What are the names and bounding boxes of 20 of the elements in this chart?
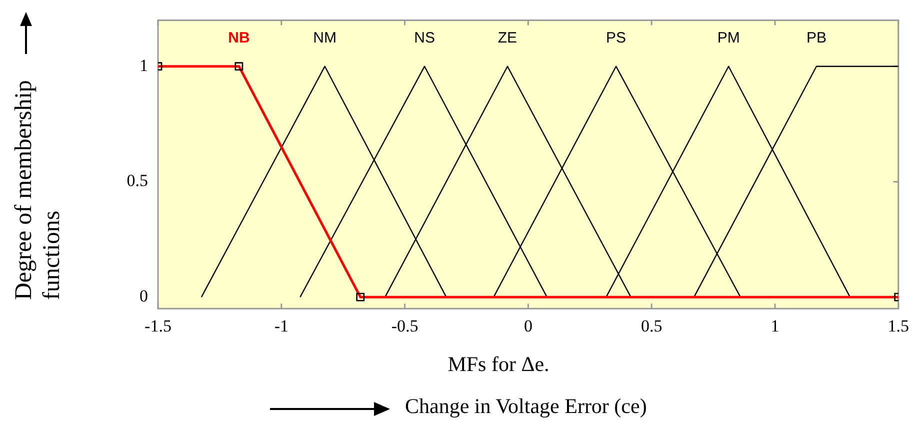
- text: Change in Voltage Error (ce): [405, 394, 647, 419]
- series-label: PM: [717, 29, 740, 46]
- x-tick-label: -1: [274, 316, 288, 336]
- x-tick-label: 1: [770, 316, 780, 336]
- x-tick-label: -1.5: [144, 316, 172, 336]
- y-tick-label: 0.5: [126, 171, 148, 190]
- x-axis-title: MFs for Δe.: [446, 352, 550, 377]
- x-tick-label: 0: [524, 316, 532, 336]
- series-label: NS: [414, 29, 435, 46]
- series-label: PB: [806, 29, 826, 46]
- series-label: PS: [606, 29, 626, 46]
- y-axis-title: Degree of membership functions: [10, 79, 66, 300]
- series-label: NM: [313, 29, 336, 46]
- x-tick-label: 0.5: [640, 316, 662, 336]
- x-tick-label: 1.5: [888, 316, 909, 336]
- series-label: NB: [228, 29, 250, 46]
- y-tick-label: 1: [140, 56, 148, 75]
- series-label: ZE: [498, 29, 518, 46]
- x-tick-label: -0.5: [391, 316, 418, 336]
- y-tick-label: 0: [140, 286, 148, 306]
